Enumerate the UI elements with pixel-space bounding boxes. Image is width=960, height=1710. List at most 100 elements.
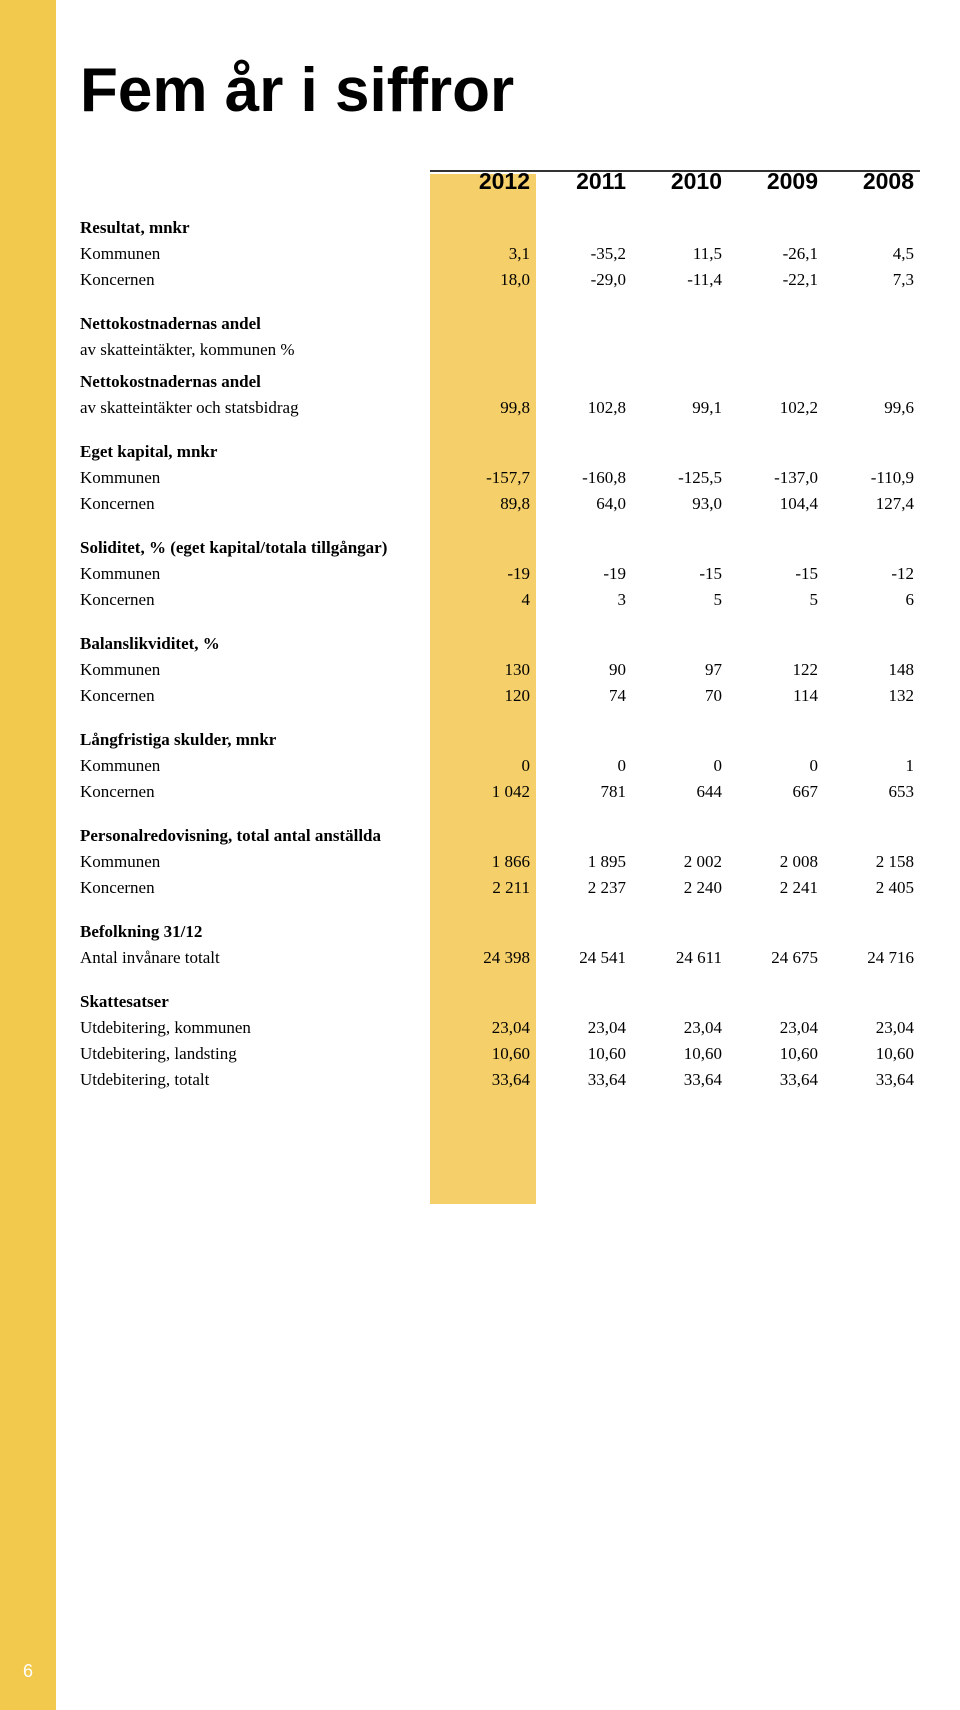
row-value: 24 541 bbox=[536, 945, 632, 971]
spacer-cell bbox=[824, 971, 920, 989]
spacer-cell bbox=[824, 709, 920, 727]
row-value: 7,3 bbox=[824, 267, 920, 293]
empty-cell bbox=[536, 823, 632, 849]
row-value: 64,0 bbox=[536, 491, 632, 517]
table-row: Kommunen1 8661 8952 0022 0082 158 bbox=[80, 849, 920, 875]
row-value: -35,2 bbox=[536, 241, 632, 267]
row-value: 127,4 bbox=[824, 491, 920, 517]
empty-cell bbox=[728, 311, 824, 337]
empty-cell bbox=[632, 535, 728, 561]
section-header-row: Nettokostnadernas andel bbox=[80, 311, 920, 337]
row-value: 0 bbox=[440, 753, 536, 779]
spacer-cell bbox=[632, 156, 728, 168]
row-label: Utdebitering, totalt bbox=[80, 1067, 440, 1093]
row-value: 23,04 bbox=[536, 1015, 632, 1041]
empty-cell bbox=[536, 989, 632, 1015]
empty-cell bbox=[824, 631, 920, 657]
header-empty bbox=[80, 168, 440, 203]
spacer-row bbox=[80, 709, 920, 727]
empty-cell bbox=[728, 989, 824, 1015]
section-header-row: Balanslikviditet, % bbox=[80, 631, 920, 657]
section-header: Nettokostnadernas andel bbox=[80, 311, 440, 337]
row-value: 33,64 bbox=[536, 1067, 632, 1093]
row-label: Koncernen bbox=[80, 683, 440, 709]
row-value bbox=[536, 337, 632, 363]
empty-cell bbox=[632, 823, 728, 849]
row-value: 23,04 bbox=[440, 1015, 536, 1041]
row-label: Utdebitering, landsting bbox=[80, 1041, 440, 1067]
spacer-row bbox=[80, 421, 920, 439]
spacer-cell bbox=[536, 971, 632, 989]
spacer-cell bbox=[632, 805, 728, 823]
empty-cell bbox=[440, 535, 536, 561]
section-header: Personalredovisning, total antal anställ… bbox=[80, 823, 440, 849]
row-label: Antal invånare totalt bbox=[80, 945, 440, 971]
table-row: Antal invånare totalt24 39824 54124 6112… bbox=[80, 945, 920, 971]
row-value: 0 bbox=[536, 753, 632, 779]
row-value: 5 bbox=[632, 587, 728, 613]
table-row: av skatteintäkter och statsbidrag99,8102… bbox=[80, 395, 920, 421]
row-value: 1 bbox=[824, 753, 920, 779]
spacer-cell bbox=[80, 156, 440, 168]
table-wrap: 20122011201020092008Resultat, mnkrKommun… bbox=[80, 156, 920, 1111]
row-value: 10,60 bbox=[728, 1041, 824, 1067]
spacer-row bbox=[80, 293, 920, 311]
row-value: 2 237 bbox=[536, 875, 632, 901]
row-value: 644 bbox=[632, 779, 728, 805]
row-value bbox=[632, 337, 728, 363]
row-value: -125,5 bbox=[632, 465, 728, 491]
row-value bbox=[440, 337, 536, 363]
empty-cell bbox=[824, 535, 920, 561]
empty-cell bbox=[440, 823, 536, 849]
spacer-row bbox=[80, 1093, 920, 1111]
empty-cell bbox=[536, 369, 632, 395]
empty-cell bbox=[440, 439, 536, 465]
row-label: av skatteintäkter och statsbidrag bbox=[80, 395, 440, 421]
empty-cell bbox=[824, 919, 920, 945]
spacer-cell bbox=[824, 517, 920, 535]
empty-cell bbox=[728, 369, 824, 395]
row-value: 1 866 bbox=[440, 849, 536, 875]
row-value: 89,8 bbox=[440, 491, 536, 517]
row-value: -22,1 bbox=[728, 267, 824, 293]
empty-cell bbox=[824, 727, 920, 753]
spacer-cell bbox=[728, 709, 824, 727]
spacer-cell bbox=[632, 421, 728, 439]
spacer-cell bbox=[80, 709, 440, 727]
row-value: -160,8 bbox=[536, 465, 632, 491]
spacer-cell bbox=[824, 901, 920, 919]
empty-cell bbox=[536, 535, 632, 561]
spacer-cell bbox=[536, 293, 632, 311]
row-value: 2 211 bbox=[440, 875, 536, 901]
spacer-cell bbox=[536, 901, 632, 919]
section-header: Nettokostnadernas andel bbox=[80, 369, 440, 395]
empty-cell bbox=[536, 919, 632, 945]
spacer-cell bbox=[824, 805, 920, 823]
table-row: Utdebitering, kommunen23,0423,0423,0423,… bbox=[80, 1015, 920, 1041]
row-value: 667 bbox=[728, 779, 824, 805]
empty-cell bbox=[440, 631, 536, 657]
table-row: Kommunen-157,7-160,8-125,5-137,0-110,9 bbox=[80, 465, 920, 491]
spacer-cell bbox=[728, 971, 824, 989]
row-value: 10,60 bbox=[632, 1041, 728, 1067]
page: 6 Fem år i siffror 20122011201020092008R… bbox=[0, 0, 960, 1710]
spacer-cell bbox=[632, 293, 728, 311]
row-label: Kommunen bbox=[80, 753, 440, 779]
row-label: Koncernen bbox=[80, 779, 440, 805]
section-header-row: Soliditet, % (eget kapital/totala tillgå… bbox=[80, 535, 920, 561]
row-value: 0 bbox=[728, 753, 824, 779]
spacer-cell bbox=[728, 613, 824, 631]
row-value: 2 405 bbox=[824, 875, 920, 901]
section-header-row: Nettokostnadernas andel bbox=[80, 369, 920, 395]
empty-cell bbox=[536, 727, 632, 753]
section-header: Befolkning 31/12 bbox=[80, 919, 440, 945]
row-value: 102,8 bbox=[536, 395, 632, 421]
row-value: 1 895 bbox=[536, 849, 632, 875]
spacer-cell bbox=[536, 805, 632, 823]
row-value: 33,64 bbox=[824, 1067, 920, 1093]
row-value: -26,1 bbox=[728, 241, 824, 267]
page-title: Fem år i siffror bbox=[80, 60, 920, 122]
row-value: 0 bbox=[632, 753, 728, 779]
spacer-cell bbox=[728, 156, 824, 168]
row-value: 99,8 bbox=[440, 395, 536, 421]
